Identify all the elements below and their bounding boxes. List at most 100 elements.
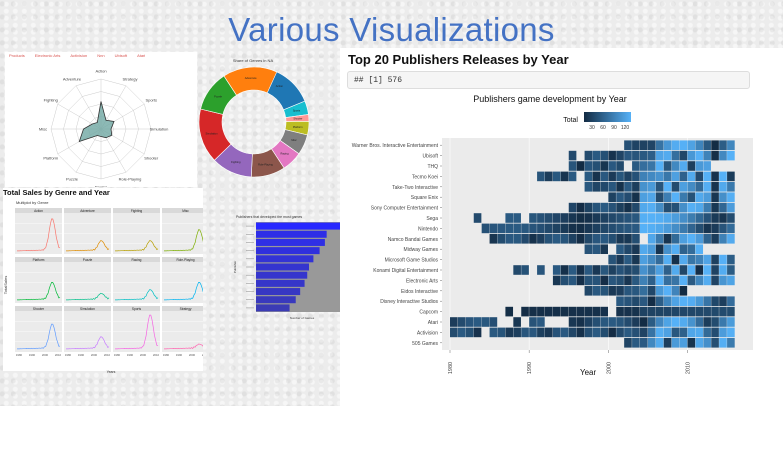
heatmap-cell [529,306,537,317]
radar-tab[interactable]: Ubisoft [114,53,128,58]
heatmap-cell [695,223,704,234]
radar-axis-label: Racing [95,185,107,188]
heatmap-cell [695,254,704,265]
heatmap-cell [671,265,680,275]
heatmap-cell [671,192,680,202]
heatmap-cell [505,327,514,338]
heatmap-cell [655,213,664,223]
heatmap-publisher-label: Ubisoft [422,154,438,160]
radar-tab[interactable]: Activision [70,53,88,58]
heatmap-cell [687,213,696,223]
heatmap-cell [703,213,711,223]
heatmap-cell [647,223,656,234]
heatmap-cell [616,182,624,192]
donut-slice-label: Shooter [293,117,302,121]
facet-line [114,314,159,350]
heatmap-cell [568,317,577,327]
heatmap-cell [711,265,719,275]
heatmap-cell [568,234,577,244]
heatmap-cell [576,202,585,213]
heatmap-cell [663,327,672,338]
heatmap-cell [513,213,521,223]
heatmap-publisher-label: Tecmo Koei [412,174,438,180]
heatmap-cell [647,327,656,338]
heatmap-cell [727,296,735,306]
heatmap-cell [568,265,577,275]
hbar-bar [256,230,327,238]
heatmap-cell [576,327,585,338]
facet-strip [162,257,203,262]
radar-tab[interactable]: Electronic Arts [34,53,61,58]
heatmap-publisher-label: Capcom [419,310,438,316]
facet-line [163,229,203,252]
multiples-heading: Total Sales by Genre and Year [3,188,110,197]
heatmap-cell [624,254,632,265]
heatmap-cell [608,150,616,161]
heatmap-cell [703,234,711,244]
heatmap-cell [703,296,711,306]
heatmap-cell [537,171,545,182]
heatmap-legend-bar [584,112,631,122]
heatmap-cell [560,275,569,286]
heatmap-cell [600,171,609,182]
heatmap-cell [727,213,735,223]
heatmap-cell [632,317,640,327]
heatmap-cell [679,213,688,223]
heatmap-cell [679,265,688,275]
heatmap-cell [695,234,704,244]
heatmap-cell [600,161,609,171]
multiples-xlabel: Years [107,370,116,374]
heatmap-cell [703,182,711,192]
heatmap-cell [671,317,680,327]
multiples-panel-sports: Sports [113,306,160,352]
heatmap-cell [727,140,735,150]
heatmap-cell [703,150,711,161]
heatmap-cell [663,140,672,150]
heatmap-cell [600,202,609,213]
heatmap-cell [703,265,711,275]
radar-tab[interactable]: Atari [137,53,146,58]
heatmap-cell [695,327,704,338]
heatmap-cell [592,182,601,192]
heatmap-cell [624,338,632,348]
heatmap-cell [584,223,593,234]
heatmap-cell [450,317,458,327]
heatmap-cell [616,161,624,171]
heatmap-cell [679,140,688,150]
facet-line [163,282,203,301]
heatmap-cell [632,327,640,338]
heatmap-cell [616,223,624,234]
facet-strip [15,306,62,311]
heatmap-cell [687,171,696,182]
facet-x-tick: 2010 [153,353,160,357]
facet-label: Fighting [131,209,143,213]
heatmap-cell [663,192,672,202]
heatmap-cell [655,317,664,327]
multiples-panel-strategy: Strategy [162,306,203,352]
heatmap-cell [576,317,585,327]
heatmap-cell [513,327,521,338]
facet-label: Simulation [80,307,95,311]
heatmap-cell [695,306,704,317]
heatmap-cell [671,327,680,338]
heatmap-cell [592,327,601,338]
heatmap-cell [671,150,680,161]
heatmap-cell [568,275,577,286]
heatmap-cell [679,192,688,202]
heatmap-cell [489,317,498,327]
donut-slice-label: Role-Playing [258,162,273,166]
radar-tab[interactable]: Nnn [97,53,105,58]
facet-line [163,343,203,350]
heatmap-cell [687,275,696,286]
heatmap-cell [679,317,688,327]
heatmap-cell [608,327,616,338]
heatmap-cell [711,223,719,234]
heatmap-cell [521,234,529,244]
heatmap-legend-title: Total [563,117,578,124]
heatmap-cell [560,213,569,223]
radar-tab[interactable]: Products [9,53,25,58]
facet-strip [15,257,62,262]
heatmap-cell [640,182,648,192]
heatmap-cell [647,275,656,286]
radar-axis-label: Platform [43,156,59,161]
